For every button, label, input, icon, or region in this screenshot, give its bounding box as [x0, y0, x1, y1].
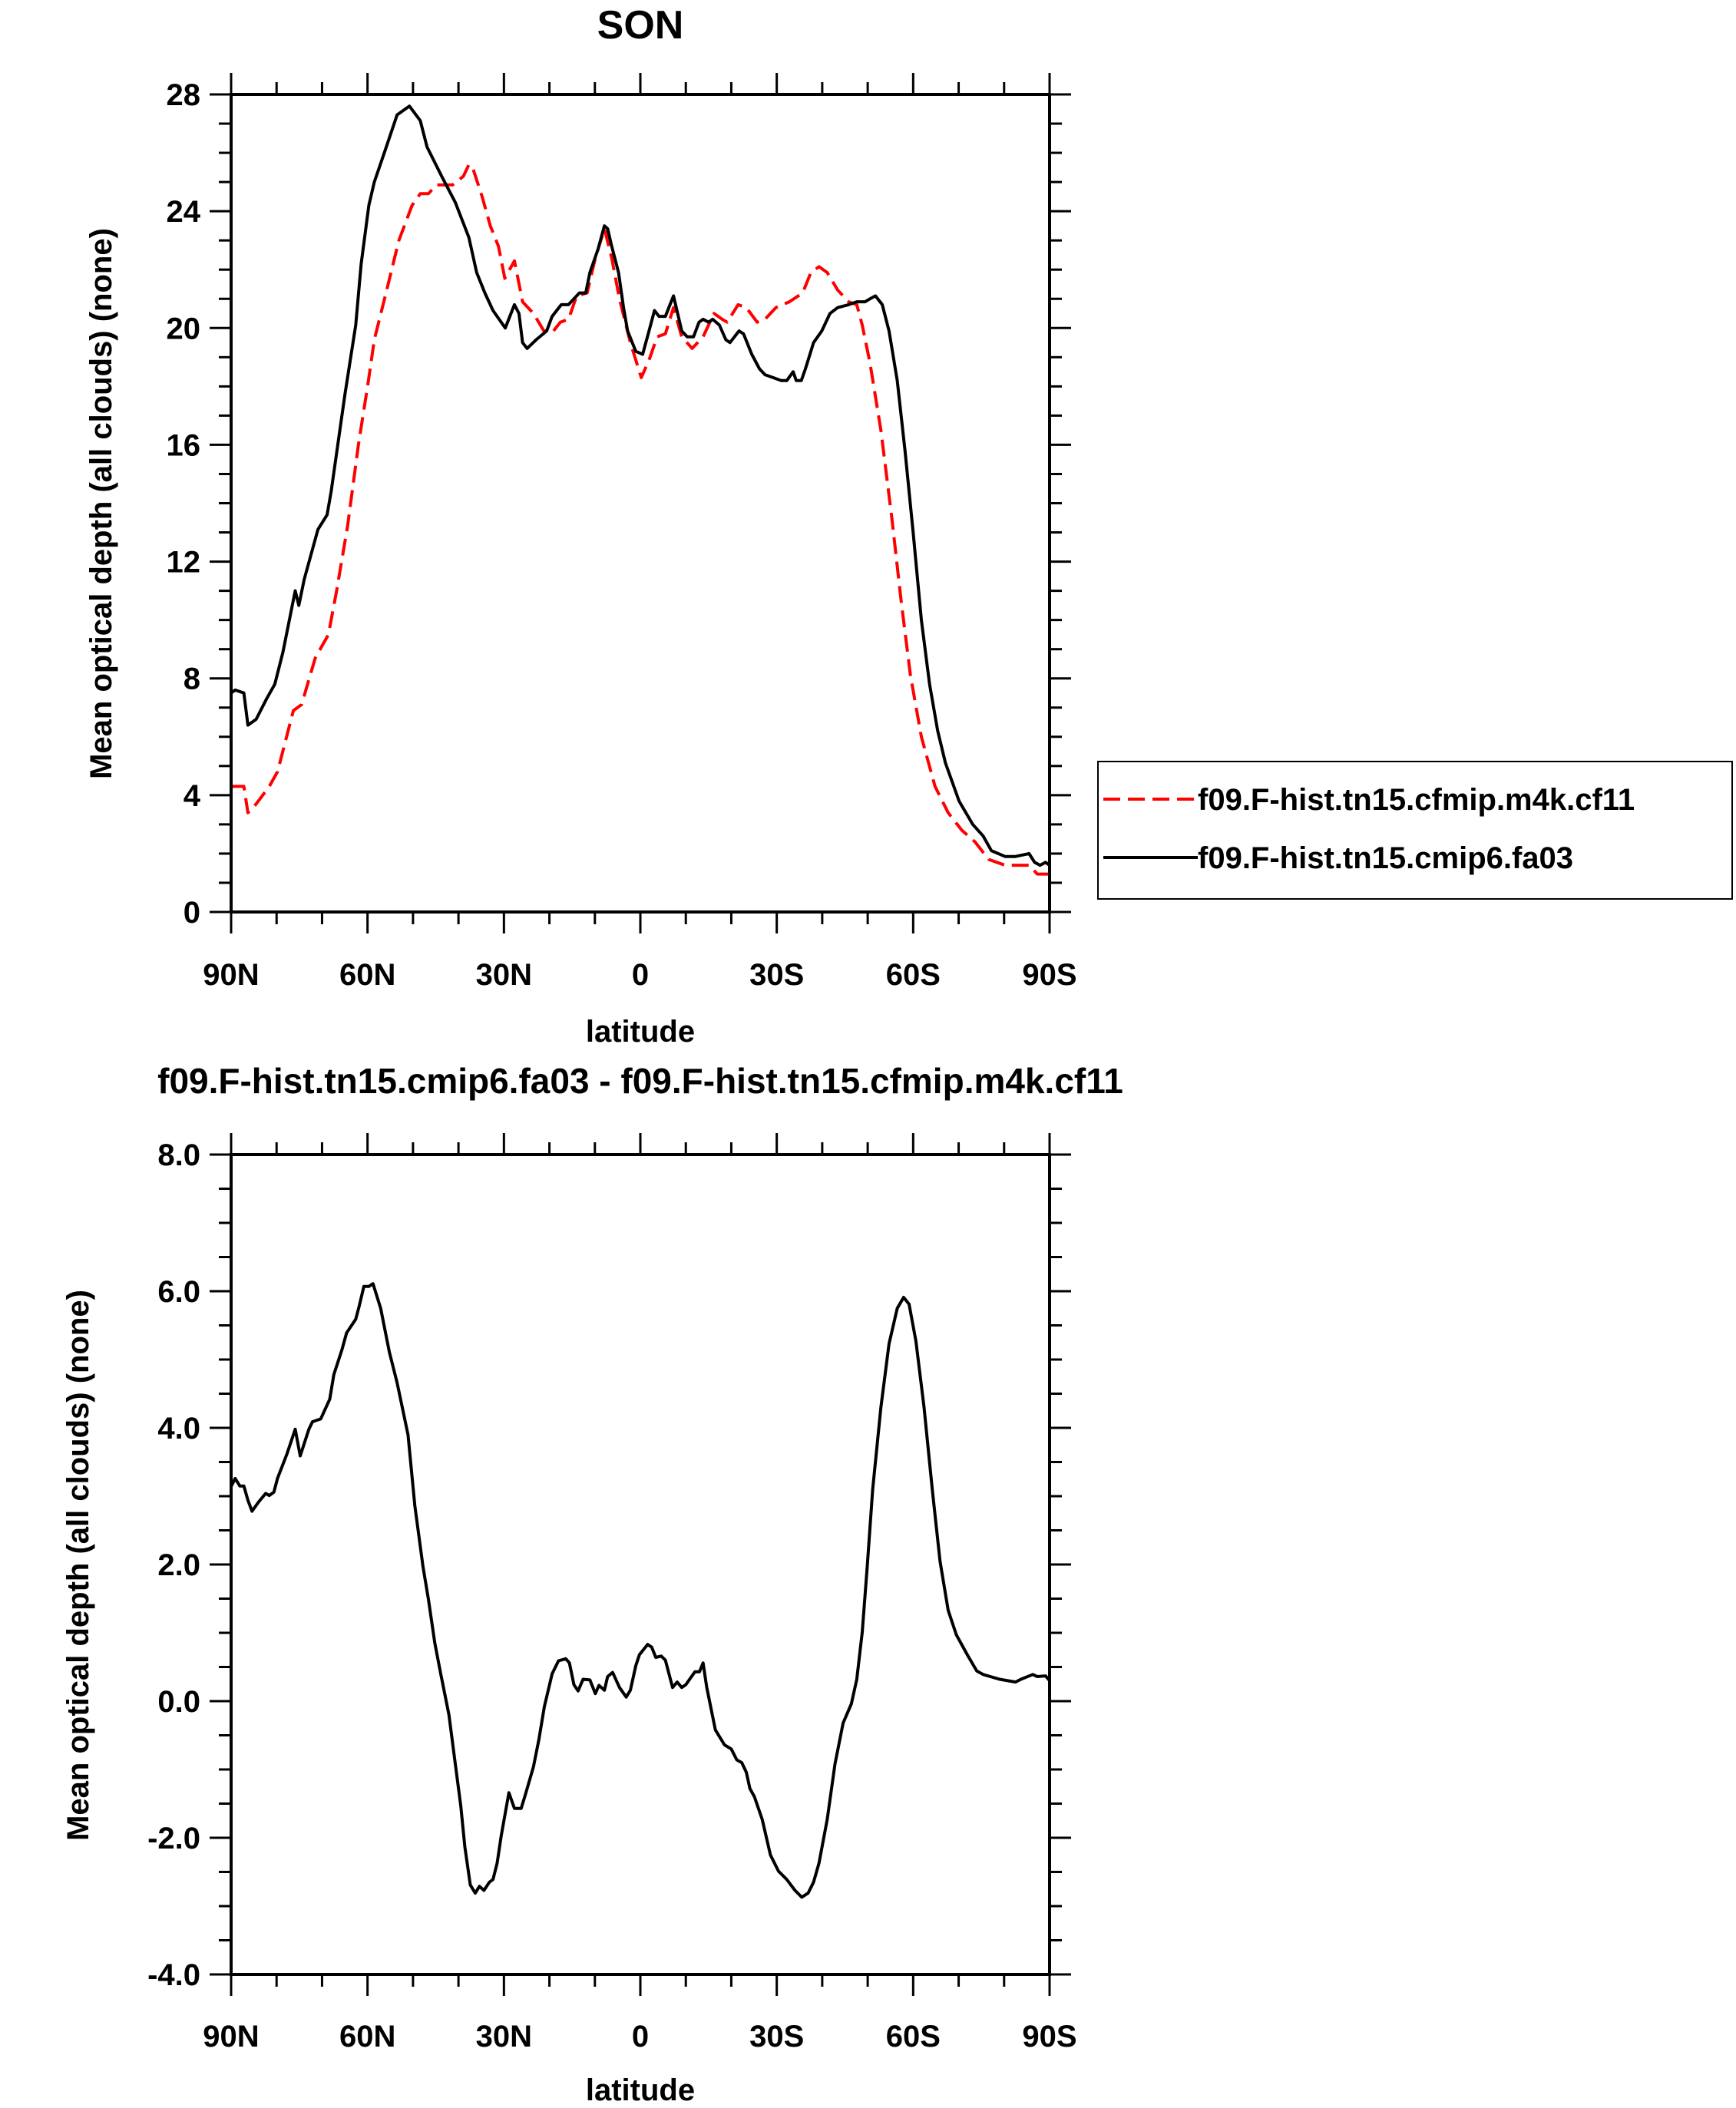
x-tick-label: 30S [749, 2020, 804, 2053]
legend-label-cmip6: f09.F-hist.tn15.cmip6.fa03 [1198, 841, 1573, 875]
y-axis-label: Mean optical depth (all clouds) (none) [84, 228, 118, 779]
y-tick-label: -4.0 [147, 1958, 200, 1992]
difference-plot: f09.F-hist.tn15.cmip6.fa03 - f09.F-hist.… [61, 1061, 1123, 2107]
y-tick-label: -2.0 [147, 1822, 200, 1855]
axis-ticks [210, 1133, 1071, 1996]
series-line-0 [231, 163, 1050, 876]
y-tick-label: 4 [184, 779, 201, 813]
series-line-1 [230, 104, 1051, 867]
seasonal-mean-plot: SON latitude Mean optical depth (all clo… [84, 3, 1077, 1049]
y-tick-label: 2.0 [157, 1548, 200, 1582]
x-axis-label: latitude [586, 1015, 695, 1049]
x-tick-label: 30N [476, 2020, 532, 2053]
x-axis-label: latitude [586, 2073, 695, 2107]
y-tick-label: 24 [167, 195, 201, 229]
y-axis-label: Mean optical depth (all clouds) (none) [61, 1290, 95, 1841]
y-tick-label: 28 [167, 78, 201, 112]
x-tick-label: 0 [632, 958, 649, 992]
axis-ticks [210, 73, 1071, 933]
y-tick-label: 20 [167, 312, 201, 345]
y-tick-label: 6.0 [157, 1275, 200, 1309]
plot-frame [230, 93, 1051, 914]
legend-box [1097, 761, 1733, 900]
x-tick-label: 90S [1022, 2020, 1076, 2053]
x-tick-label: 90N [203, 958, 259, 992]
y-tick-label: 0 [184, 896, 200, 930]
y-tick-label: 16 [167, 428, 201, 462]
plot-title: SON [597, 3, 684, 48]
plot-title: f09.F-hist.tn15.cmip6.fa03 - f09.F-hist.… [157, 1061, 1123, 1101]
series-line-0 [230, 1282, 1051, 1899]
legend-label-cfmip: f09.F-hist.tn15.cfmip.m4k.cf11 [1198, 783, 1635, 817]
x-tick-label: 90S [1022, 958, 1076, 992]
y-tick-label: 12 [167, 546, 201, 580]
x-tick-label: 0 [632, 2020, 649, 2053]
x-tick-label: 60S [886, 958, 941, 992]
x-tick-label: 30N [476, 958, 532, 992]
x-tick-label: 60S [886, 2020, 941, 2053]
y-tick-label: 4.0 [157, 1412, 200, 1446]
y-tick-label: 0.0 [157, 1685, 200, 1719]
plot-frame [230, 1153, 1051, 1976]
x-tick-label: 30S [749, 958, 804, 992]
legend: f09.F-hist.tn15.cfmip.m4k.cf11 f09.F-his… [1097, 761, 1733, 900]
y-tick-label: 8 [184, 662, 200, 696]
x-tick-label: 90N [203, 2020, 259, 2053]
y-tick-label: 8.0 [157, 1138, 200, 1172]
x-tick-label: 60N [339, 2020, 395, 2053]
x-tick-label: 60N [339, 958, 395, 992]
